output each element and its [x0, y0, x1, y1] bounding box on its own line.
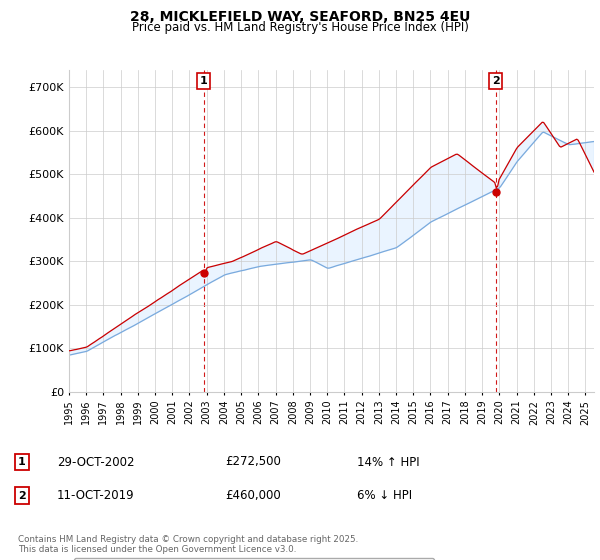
Text: 14% ↑ HPI: 14% ↑ HPI — [357, 455, 419, 469]
Text: 2: 2 — [491, 76, 499, 86]
Text: 1: 1 — [18, 457, 26, 467]
Text: 1: 1 — [200, 76, 208, 86]
Text: £272,500: £272,500 — [225, 455, 281, 469]
Text: Price paid vs. HM Land Registry's House Price Index (HPI): Price paid vs. HM Land Registry's House … — [131, 21, 469, 34]
Text: £460,000: £460,000 — [225, 489, 281, 502]
Text: 11-OCT-2019: 11-OCT-2019 — [57, 489, 134, 502]
Text: 28, MICKLEFIELD WAY, SEAFORD, BN25 4EU: 28, MICKLEFIELD WAY, SEAFORD, BN25 4EU — [130, 10, 470, 24]
Text: Contains HM Land Registry data © Crown copyright and database right 2025.
This d: Contains HM Land Registry data © Crown c… — [18, 535, 358, 554]
Text: 29-OCT-2002: 29-OCT-2002 — [57, 455, 134, 469]
Text: 6% ↓ HPI: 6% ↓ HPI — [357, 489, 412, 502]
Text: 2: 2 — [18, 491, 26, 501]
Legend: 28, MICKLEFIELD WAY, SEAFORD, BN25 4EU (detached house), HPI: Average price, det: 28, MICKLEFIELD WAY, SEAFORD, BN25 4EU (… — [74, 558, 434, 560]
